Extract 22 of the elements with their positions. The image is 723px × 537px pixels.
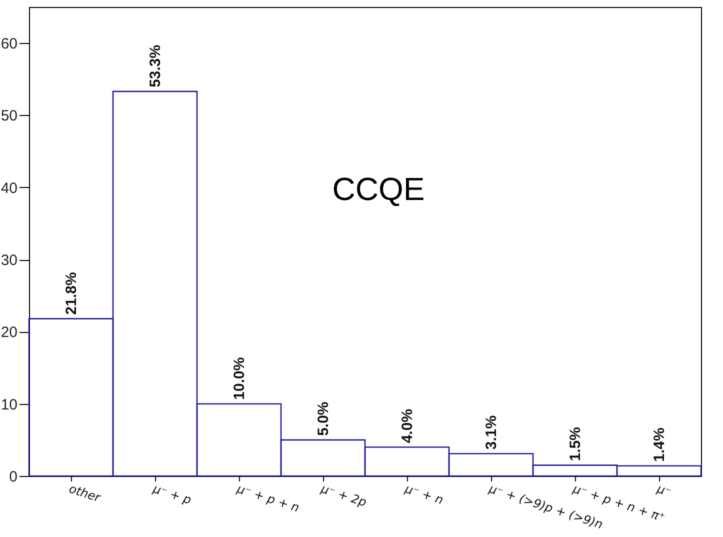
- data-label: 10.0%: [231, 357, 248, 400]
- y-tick-label: 40: [0, 180, 18, 197]
- data-label: 53.3%: [147, 44, 164, 88]
- x-tick-label: μ⁻: [654, 481, 673, 500]
- data-label: 21.8%: [63, 272, 80, 315]
- data-label: 4.0%: [399, 408, 416, 444]
- x-tick-label: μ⁻ + p: [150, 481, 194, 508]
- x-tick-label: μ⁻ + 2p: [318, 481, 369, 510]
- data-label: 5.0%: [315, 402, 332, 436]
- y-tick-label: 60: [0, 36, 18, 53]
- x-tick-label: other: [67, 482, 104, 506]
- y-tick-label: 50: [0, 108, 18, 125]
- x-tick-label: μ⁻ + p + n: [234, 481, 302, 515]
- y-tick-label: 20: [0, 324, 18, 342]
- data-label: 3.1%: [483, 415, 500, 450]
- y-tick-label: 30: [0, 252, 18, 270]
- data-label: 1.4%: [651, 428, 668, 462]
- y-tick-label: 10: [0, 396, 18, 414]
- data-label: 1.5%: [567, 426, 584, 462]
- y-tick-label: 0: [9, 468, 18, 486]
- x-tick-label: μ⁻ + n: [402, 481, 445, 508]
- annotation: CCQE: [332, 170, 425, 207]
